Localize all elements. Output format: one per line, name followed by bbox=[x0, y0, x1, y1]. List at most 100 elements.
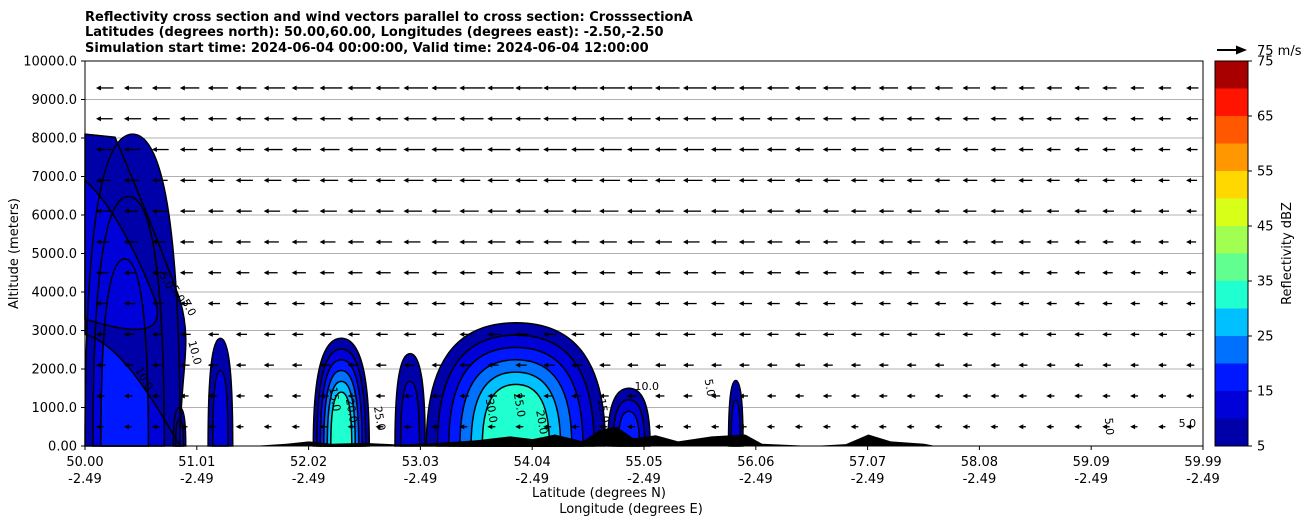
wind-vector-head bbox=[375, 147, 381, 153]
wind-vector-head bbox=[934, 239, 940, 245]
wind-vector-head bbox=[263, 85, 269, 91]
wind-vector-head bbox=[319, 362, 325, 368]
wind-vector-head bbox=[431, 177, 437, 183]
wind-vector-head bbox=[962, 147, 968, 153]
wind-vector-head bbox=[1130, 301, 1136, 307]
colorbar-tick-label: 35 bbox=[1257, 275, 1274, 290]
wind-vector-head bbox=[850, 362, 856, 368]
colorbar-band bbox=[1215, 171, 1248, 199]
wind-vector-head bbox=[962, 362, 968, 368]
wind-vector-head bbox=[878, 331, 884, 337]
wind-vector-head bbox=[459, 301, 465, 307]
wind-vector-head bbox=[906, 147, 912, 153]
wind-vector-head bbox=[95, 147, 101, 153]
wind-vector-head bbox=[710, 147, 716, 153]
wind-vector-head bbox=[738, 270, 744, 276]
wind-vector-head bbox=[1130, 239, 1136, 245]
wind-vector-head bbox=[1046, 147, 1052, 153]
wind-vector-head bbox=[1186, 177, 1192, 183]
wind-vector-head bbox=[403, 301, 409, 307]
wind-vector-head bbox=[95, 239, 101, 245]
colorbar-tick-label: 25 bbox=[1257, 330, 1274, 345]
wind-vector-head bbox=[738, 239, 744, 245]
wind-vector-head bbox=[682, 424, 688, 430]
wind-vector-head bbox=[1158, 177, 1164, 183]
wind-vector-head bbox=[850, 208, 856, 214]
x-tick-label-longitude: -2.49 bbox=[1074, 472, 1108, 487]
wind-vector-head bbox=[151, 393, 157, 399]
wind-vector-head bbox=[459, 147, 465, 153]
wind-vector-head bbox=[766, 331, 772, 337]
colorbar-band bbox=[1215, 281, 1248, 309]
wind-vector-head bbox=[850, 270, 856, 276]
y-tick-label: 10000.0 bbox=[23, 55, 77, 70]
wind-vector-head bbox=[235, 301, 241, 307]
y-tick-label: 9000.0 bbox=[32, 93, 78, 108]
x-tick-label-latitude: 53.03 bbox=[402, 455, 439, 470]
wind-vector-head bbox=[235, 331, 241, 337]
wind-vector-head bbox=[151, 331, 157, 337]
wind-vector-head bbox=[319, 301, 325, 307]
wind-vector-head bbox=[431, 116, 437, 122]
wind-vector-head bbox=[487, 147, 493, 153]
wind-vector-head bbox=[543, 177, 549, 183]
contour-label: 5.0 bbox=[702, 378, 718, 397]
colorbar-ticks: 5 15 25 35 45 55 65 75 bbox=[1248, 55, 1274, 455]
wind-vector-head bbox=[347, 424, 353, 430]
wind-vector-head bbox=[375, 239, 381, 245]
wind-vector-head bbox=[123, 85, 129, 91]
contour-label: 20.0 bbox=[533, 409, 550, 435]
wind-vector-head bbox=[347, 393, 353, 399]
wind-vector-head bbox=[543, 116, 549, 122]
wind-vector-head bbox=[794, 393, 800, 399]
wind-vector-head bbox=[627, 239, 633, 245]
wind-vector-head bbox=[682, 301, 688, 307]
wind-vector-head bbox=[990, 331, 996, 337]
wind-vector-head bbox=[990, 85, 996, 91]
wind-vector-head bbox=[263, 331, 269, 337]
wind-vector-head bbox=[850, 147, 856, 153]
wind-vector-head bbox=[95, 301, 101, 307]
wind-vector-head bbox=[123, 239, 129, 245]
wind-vector-head bbox=[794, 177, 800, 183]
wind-vector-head bbox=[766, 208, 772, 214]
y-tick-label: 8000.0 bbox=[32, 132, 78, 147]
wind-vector-head bbox=[375, 208, 381, 214]
wind-vector-head bbox=[794, 208, 800, 214]
wind-vector-head bbox=[1186, 362, 1192, 368]
wind-vector-head bbox=[235, 393, 241, 399]
wind-vector-head bbox=[822, 208, 828, 214]
wind-vector-head bbox=[794, 239, 800, 245]
x-tick-label-latitude: 52.02 bbox=[290, 455, 327, 470]
wind-vector-head bbox=[850, 393, 856, 399]
wind-vector-head bbox=[179, 239, 185, 245]
wind-vector-head bbox=[459, 424, 465, 430]
y-axis-label: Altitude (meters) bbox=[7, 198, 22, 309]
reflectivity-contour-line bbox=[606, 387, 651, 447]
wind-vector-head bbox=[207, 208, 213, 214]
wind-vector-head bbox=[962, 116, 968, 122]
wind-vector-head bbox=[1018, 270, 1024, 276]
wind-vector-head bbox=[543, 270, 549, 276]
wind-vector-head bbox=[1102, 147, 1108, 153]
wind-vector-head bbox=[822, 270, 828, 276]
wind-vector-head bbox=[682, 208, 688, 214]
wind-vector-head bbox=[207, 147, 213, 153]
wind-vector-head bbox=[207, 116, 213, 122]
wind-vector-head bbox=[1102, 270, 1108, 276]
wind-vector-head bbox=[738, 331, 744, 337]
wind-vector-head bbox=[627, 85, 633, 91]
wind-vector-head bbox=[571, 424, 577, 430]
wind-vector-head bbox=[1018, 362, 1024, 368]
wind-vector-head bbox=[962, 270, 968, 276]
wind-vector-head bbox=[263, 301, 269, 307]
wind-vector-head bbox=[1046, 424, 1052, 430]
wind-vector-head bbox=[654, 147, 660, 153]
wind-vector-head bbox=[459, 116, 465, 122]
wind-vector-head bbox=[599, 239, 605, 245]
wind-vector-head bbox=[571, 270, 577, 276]
wind-vector-head bbox=[627, 301, 633, 307]
x-tick-label-latitude: 58.08 bbox=[961, 455, 998, 470]
x-tick-label-latitude: 54.04 bbox=[514, 455, 551, 470]
